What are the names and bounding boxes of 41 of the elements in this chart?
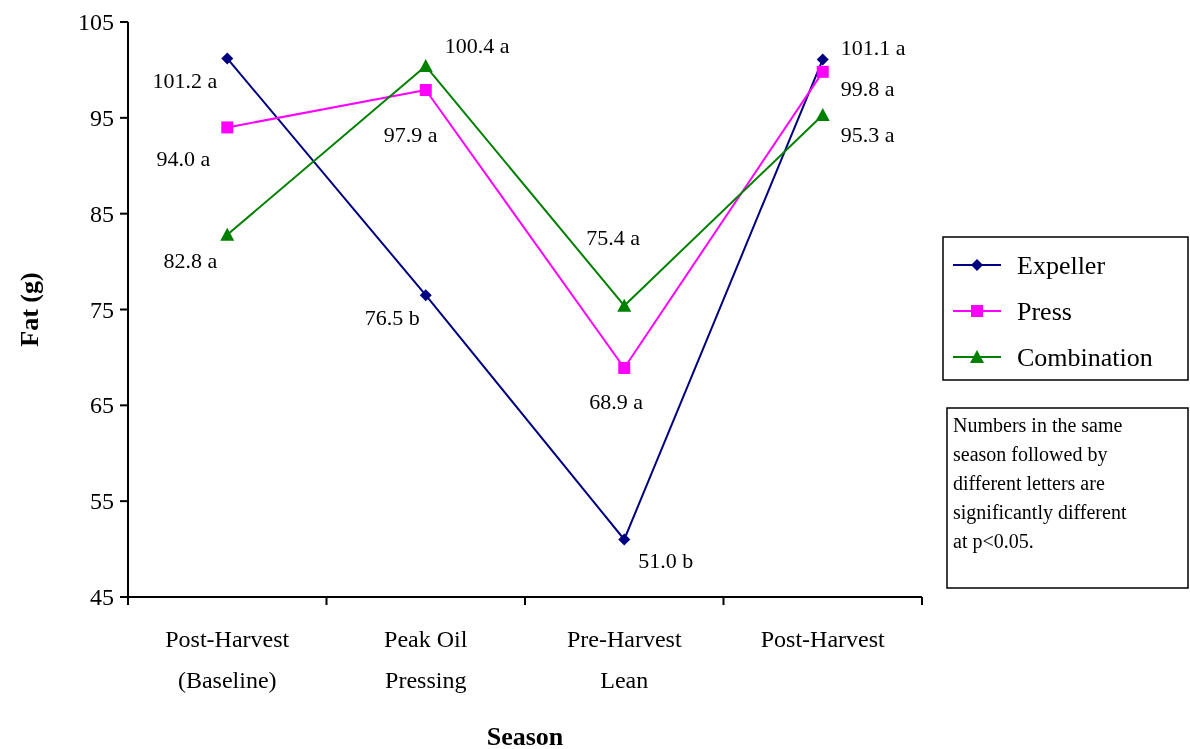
data-label: 75.4 a (586, 224, 641, 250)
point (220, 227, 235, 241)
data-label: 82.8 a (163, 247, 218, 273)
point (815, 107, 830, 121)
text: Numbers in the same season followed by different letters are significantly different at p<0.05. (953, 414, 1127, 553)
data-label: 95.3 a (840, 121, 895, 147)
point (816, 65, 829, 78)
data-label: 97.9 a (383, 122, 438, 148)
data-label: 101.1 a (840, 35, 906, 61)
point (419, 289, 432, 302)
data-label: 51.0 b (638, 547, 694, 573)
point (618, 533, 631, 546)
x-tick-label: Peak Oil Pressing (384, 626, 468, 693)
legend-label: Press (1017, 297, 1072, 326)
x-tick-label: Post-Harvest (760, 626, 886, 652)
legend-label: Combination (1017, 343, 1153, 372)
x-axis-title: Season (486, 722, 564, 749)
legend-label: Expeller (1017, 251, 1106, 280)
x-tick-label: Pre-Harvest Lean (566, 626, 682, 693)
point (221, 121, 234, 134)
y-tick-label: 65 (90, 392, 114, 419)
data-label: 76.5 b (364, 305, 420, 331)
data-label: 94.0 a (156, 146, 211, 172)
point (816, 53, 829, 66)
y-tick-label: 105 (78, 9, 114, 35)
point (618, 361, 631, 374)
data-label: 68.9 a (589, 388, 644, 414)
x-tick-label: Post-Harvest (Baseline) (165, 626, 290, 693)
y-tick-label: 55 (90, 488, 114, 515)
y-tick-label: 95 (90, 104, 114, 131)
y-tick-label: 75 (90, 296, 114, 323)
y-tick-label: 85 (90, 200, 114, 227)
point (418, 59, 433, 73)
point (221, 52, 234, 65)
point (617, 298, 632, 312)
y-axis-title: Fat (g) (15, 272, 44, 347)
data-label: 101.2 a (152, 68, 218, 94)
data-label: 99.8 a (840, 75, 895, 101)
point (419, 84, 432, 97)
data-label: 100.4 a (444, 33, 510, 59)
y-tick-label: 45 (90, 584, 114, 610)
